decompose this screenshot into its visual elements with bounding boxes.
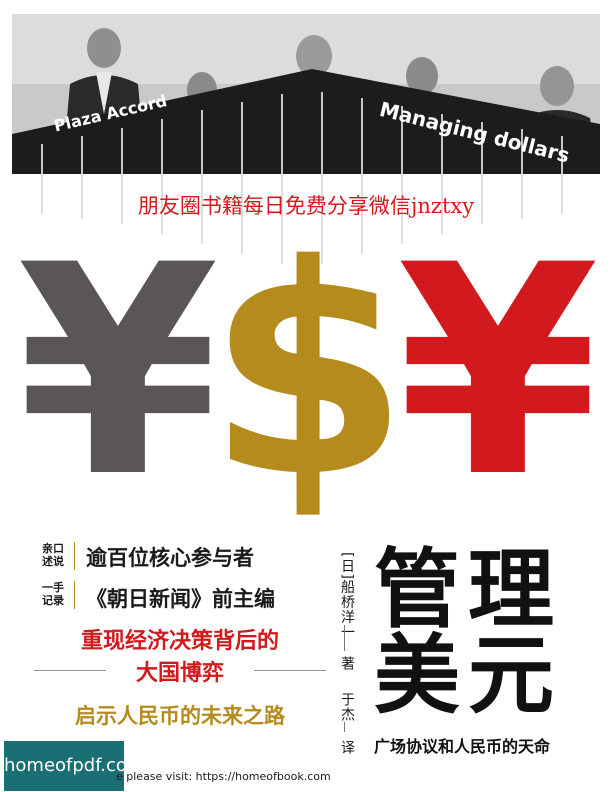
yuan-symbol-red: ¥	[397, 204, 599, 541]
highlight-participants: 逾百位核心参与者	[86, 546, 254, 570]
highlight-editor: 《朝日新闻》前主编	[86, 587, 275, 611]
tag-divider-1	[74, 542, 75, 570]
tag-divider-2	[74, 581, 75, 609]
tagline-red-1: 重现经济决策背后的	[80, 629, 279, 654]
cover-photo	[12, 14, 600, 174]
tag2-text: 一手 记录	[42, 581, 64, 607]
dollar-symbol-gold: $	[207, 204, 409, 541]
book-title-line-1: 管理	[374, 540, 562, 640]
stripe-lines	[41, 174, 563, 264]
yen-symbol-grey: ¥	[17, 204, 219, 541]
book-subtitle: 广场协议和人民币的天命	[374, 737, 551, 756]
book-title-line-2: 美元	[374, 626, 562, 726]
tagline-red-2: 大国博弈	[135, 661, 224, 686]
site-badge[interactable]: homeofpdf.com	[4, 741, 144, 791]
translator-name: 于杰	[339, 692, 355, 722]
tagline-gold: 启示人民币的未来之路	[75, 704, 285, 728]
visit-link-text[interactable]: e please visit: https://homeofbook.com	[116, 770, 331, 783]
tag-firsthand-record: 一手 记录	[42, 581, 64, 607]
tagline-rule-right	[254, 670, 326, 671]
tagline-rule-left	[34, 670, 106, 671]
translator-divider	[344, 722, 345, 732]
tag1-text: 亲口 述说	[42, 542, 64, 568]
watermark-text: 朋友圈书籍每日免费分享微信jnztxy	[137, 194, 475, 218]
author-role: 著	[339, 656, 355, 671]
tag-firsthand-account: 亲口 述说	[42, 542, 64, 568]
author-name: [日]船桥洋一	[339, 552, 355, 640]
translator-role: 译	[339, 740, 355, 755]
author-divider	[344, 625, 345, 651]
